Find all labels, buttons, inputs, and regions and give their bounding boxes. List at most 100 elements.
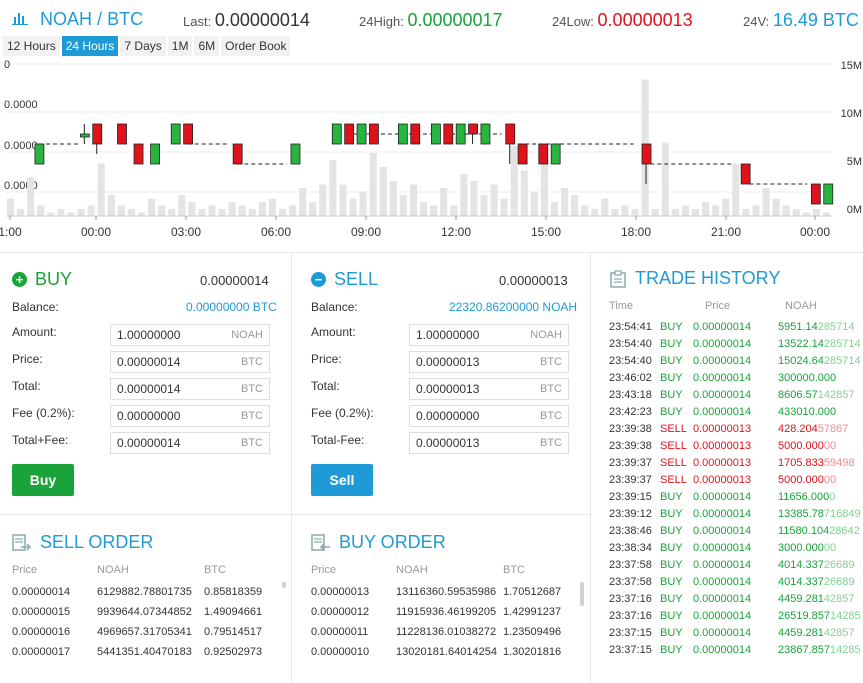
sell-button[interactable]: Sell — [311, 464, 373, 496]
low-24h-value: 0.00000013 — [597, 10, 693, 30]
sell-order-cell[interactable]: 0.00000017 — [12, 646, 71, 658]
sell-title-text: SELL — [334, 269, 379, 289]
volume-bar — [460, 174, 468, 216]
volume-bar — [178, 195, 186, 216]
market-pair[interactable]: NOAH / BTC — [40, 9, 143, 30]
trade-row: 23:39:37 SELL 0.00000013 5000.00000 — [609, 474, 859, 491]
buy-total-fee-field[interactable]: BTC — [110, 432, 270, 454]
buy-fee-label: Fee (0.2%): — [12, 406, 75, 420]
buy-total-fee-input[interactable] — [117, 436, 217, 450]
candle-up — [356, 123, 367, 145]
volume-bar — [97, 163, 105, 216]
tab-order-book[interactable]: Order Book — [221, 36, 291, 56]
buy-amount-input[interactable] — [117, 328, 217, 342]
trade-row: 23:43:18 BUY 0.00000014 8606.57142857 — [609, 389, 859, 406]
sell-order-cell[interactable]: 0.00000014 — [12, 586, 71, 598]
volume-24h-value: 16.49 BTC — [772, 10, 859, 30]
volume-bar — [762, 188, 770, 216]
buy-fee-field[interactable]: BTC — [110, 405, 270, 427]
sell-total-fee-input[interactable] — [416, 436, 516, 450]
document-arrow-icon — [12, 533, 32, 551]
trade-row: 23:37:16 BUY 0.00000014 26519.85714285 — [609, 610, 861, 627]
volume-bar — [681, 205, 689, 216]
x-axis-label: 03:00 — [171, 225, 201, 239]
trade-time: 23:37:58 — [609, 559, 652, 571]
buy-order-cell[interactable]: 0.00000013 — [311, 586, 370, 598]
buy-price-input[interactable] — [117, 355, 217, 369]
buy-order-scrollbar[interactable] — [580, 582, 584, 606]
volume-bar — [379, 167, 387, 216]
trade-row: 23:38:34 BUY 0.00000014 3000.00000 — [609, 542, 859, 559]
trade-time: 23:38:34 — [609, 542, 652, 554]
volume-bar — [571, 195, 579, 216]
buy-total-field[interactable]: BTC — [110, 378, 270, 400]
trade-amount: 15024.64285714 — [778, 355, 861, 367]
sell-total-fee-field[interactable]: BTC — [409, 432, 569, 454]
trade-row: 23:37:15 BUY 0.00000014 23867.85714285 — [609, 644, 861, 661]
trade-row: 23:54:41 BUY 0.00000014 5951.14285714 — [609, 321, 859, 338]
buy-balance-value[interactable]: 0.00000000 BTC — [186, 300, 277, 314]
candle-down — [369, 123, 379, 145]
high-24h-label: 24High: — [359, 14, 404, 29]
y-axis-label: 0.0000 — [4, 140, 38, 152]
candle-down — [468, 123, 478, 135]
tab-12-hours[interactable]: 12 Hours — [3, 36, 60, 56]
sell-amount-input[interactable] — [416, 328, 516, 342]
buy-total-input[interactable] — [117, 382, 217, 396]
sell-fee-input[interactable] — [416, 409, 516, 423]
divider — [0, 252, 863, 253]
trade-amount: 26519.85714285 — [778, 610, 861, 622]
trade-row: 23:54:40 BUY 0.00000014 15024.64285714 — [609, 355, 861, 372]
sell-order-cell[interactable]: 0.00000016 — [12, 626, 71, 638]
volume-bar — [440, 188, 448, 216]
tab-24-hours[interactable]: 24 Hours — [61, 36, 119, 56]
buy-fee-input[interactable] — [117, 409, 217, 423]
buy-price-field[interactable]: BTC — [110, 351, 270, 373]
x-axis-label: 00:00 — [81, 225, 111, 239]
buy-button[interactable]: Buy — [12, 464, 74, 496]
buy-amount-field[interactable]: NOAH — [110, 324, 270, 346]
volume-bar — [661, 142, 669, 216]
th-col-noah: NOAH — [785, 300, 817, 312]
buy-panel-title: + BUY — [12, 269, 72, 290]
trade-time: 23:37:15 — [609, 644, 652, 656]
x-axis-label: 15:00 — [531, 225, 561, 239]
trade-side: BUY — [660, 593, 683, 605]
tab-1m[interactable]: 1M — [167, 36, 193, 56]
sell-total-input[interactable] — [416, 382, 516, 396]
tab-7-days[interactable]: 7 Days — [120, 36, 166, 56]
sell-total-field[interactable]: BTC — [409, 378, 569, 400]
trade-price: 0.00000014 — [693, 627, 752, 639]
sell-amount-field[interactable]: NOAH — [409, 324, 569, 346]
sell-order-scrollbar[interactable] — [282, 582, 286, 588]
buy-order-cell[interactable]: 0.00000012 — [311, 606, 370, 618]
trade-side: BUY — [660, 406, 683, 418]
base-currency: NOAH — [40, 9, 93, 29]
sell-price-input[interactable] — [416, 355, 516, 369]
price-chart[interactable]: 0 0.0000 0.0000 0.0000 15M 10M 5M 0M 1:00 00:00 03… — [0, 58, 863, 248]
candle-down — [117, 123, 127, 145]
trade-row: 23:42:23 BUY 0.00000014 433010.000 — [609, 406, 859, 423]
volume-bar — [37, 205, 45, 216]
sell-fee-field[interactable]: BTC — [409, 405, 569, 427]
trade-price: 0.00000014 — [693, 593, 752, 605]
buy-amount-label: Amount: — [12, 325, 57, 339]
trade-price: 0.00000014 — [693, 338, 752, 350]
volume-bar — [822, 212, 830, 216]
volume-bar — [47, 212, 55, 216]
trade-row: 23:46:02 BUY 0.00000014 300000.000 — [609, 372, 859, 389]
sell-order-cell[interactable]: 0.00000015 — [12, 606, 71, 618]
volume-bar — [691, 209, 700, 216]
buy-order-cell[interactable]: 0.00000010 — [311, 646, 370, 658]
volume-bar — [530, 191, 538, 216]
trade-price: 0.00000014 — [693, 321, 752, 333]
volume-bar — [117, 205, 125, 216]
buy-order-cell[interactable]: 0.00000011 — [311, 626, 369, 638]
x-axis-label: 1:00 — [0, 225, 22, 239]
volume-bar — [299, 188, 307, 216]
trade-history-title: TRADE HISTORY — [609, 268, 780, 289]
sell-balance-value[interactable]: 22320.86200000 NOAH — [449, 300, 578, 314]
sell-price-field[interactable]: BTC — [409, 351, 569, 373]
tab-6m[interactable]: 6M — [194, 36, 220, 56]
volume-bar — [631, 209, 639, 216]
